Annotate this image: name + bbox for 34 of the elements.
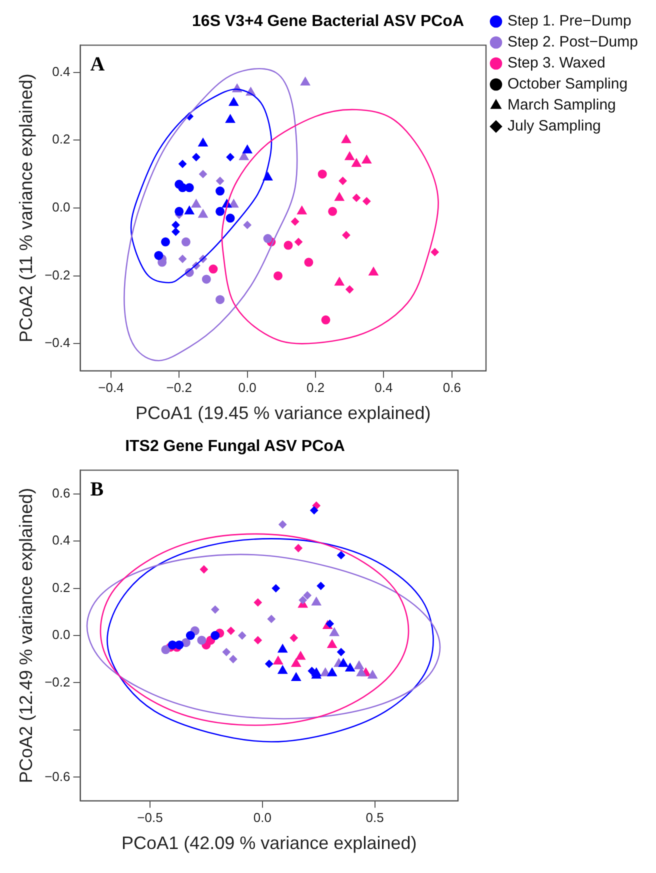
chart-title: ITS2 Gene Fungal ASV PCoA <box>125 438 346 456</box>
y-tick-label: 0.2 <box>52 132 70 147</box>
legend-label: July Sampling <box>508 118 601 135</box>
y-tick-label: 0.4 <box>52 532 70 548</box>
x-tick-label: 0.2 <box>306 380 325 396</box>
y-tick-label: −0.2 <box>44 674 70 690</box>
x-tick-label: 0.4 <box>374 380 393 396</box>
legend-label: Step 3. Waxed <box>508 54 606 72</box>
annotation: B <box>90 478 104 500</box>
x-tick-label: −0.4 <box>98 380 124 396</box>
y-axis-title: PCoA2 (12.49 % variance explained) <box>16 488 36 784</box>
y-tick-label: 0.6 <box>52 485 70 500</box>
chart-title: 16S V3+4 Gene Bacterial ASV PCoA <box>192 13 464 30</box>
y-tick-label: 0.4 <box>52 64 70 79</box>
y-tick-label: −0.2 <box>44 267 70 282</box>
x-tick-label: −0.5 <box>137 810 163 826</box>
legend-label: March Sampling <box>508 96 616 114</box>
legend-label: Step 1. Pre−Dump <box>508 12 632 30</box>
y-tick-label: −0.4 <box>44 335 70 350</box>
legend-label: Step 2. Post−Dump <box>508 34 638 51</box>
y-axis-title: PCoA2 (11 % variance explained) <box>16 74 36 342</box>
x-tick-label: 0.6 <box>442 380 461 396</box>
x-tick-label: 0.0 <box>238 380 256 396</box>
y-tick-label: 0.2 <box>52 580 70 595</box>
annotation: A <box>90 53 106 76</box>
x-tick-label: −0.2 <box>166 380 192 396</box>
y-tick-label: 0.0 <box>52 200 70 215</box>
x-axis-title: PCoA1 (42.09 % variance explained) <box>122 833 417 854</box>
y-tick-label: 0.0 <box>52 627 70 642</box>
y-tick-label: −0.6 <box>44 768 70 784</box>
legend-label: October Sampling <box>508 76 628 93</box>
x-tick-label: 0.0 <box>253 810 272 826</box>
x-axis-title: PCoA1 (19.45 % variance explained) <box>136 403 431 424</box>
x-tick-label: 0.5 <box>366 810 384 826</box>
